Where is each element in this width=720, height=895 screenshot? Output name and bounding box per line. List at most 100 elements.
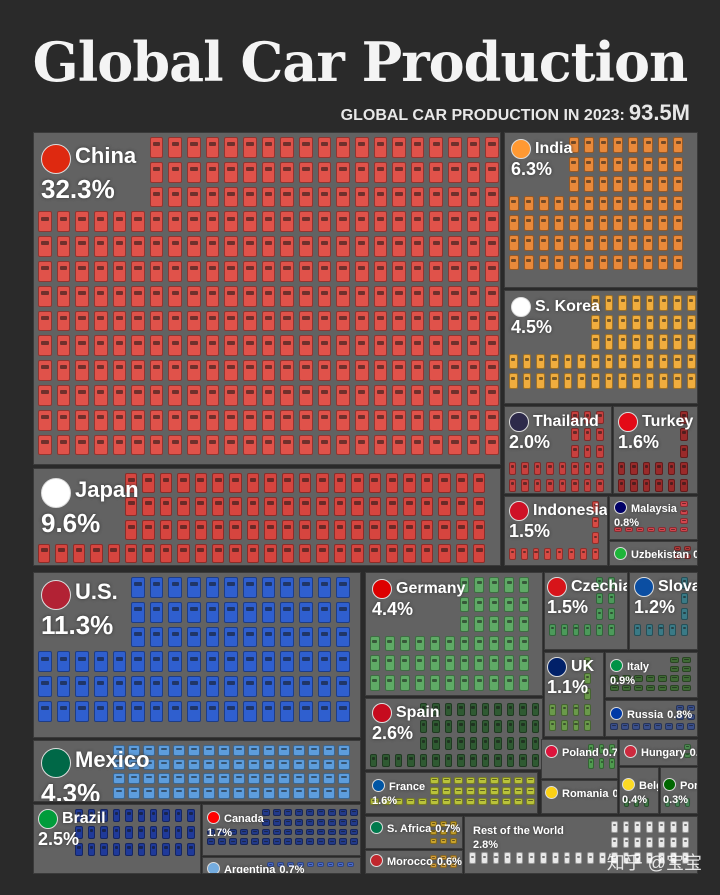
car-icon <box>642 479 651 492</box>
car-icon <box>598 195 609 212</box>
car-icon <box>466 797 475 806</box>
car-icon <box>370 675 380 691</box>
car-icon <box>485 335 499 357</box>
car-icon <box>281 496 294 516</box>
car-icon <box>658 836 665 849</box>
treemap-cell-canada: Canada 1.7% <box>202 804 361 856</box>
car-icon <box>563 373 573 389</box>
car-icon <box>450 821 457 827</box>
page-title: Global Car Production <box>32 30 689 94</box>
car-icon <box>584 624 592 636</box>
car-icon <box>658 215 669 231</box>
car-icon <box>38 651 52 673</box>
treemap-cell-china: China 32.3% <box>33 132 501 465</box>
car-icon <box>632 373 641 389</box>
car-icon <box>440 838 447 844</box>
car-icon <box>430 838 437 844</box>
car-icon <box>553 215 564 231</box>
car-icon <box>526 797 535 806</box>
car-icon <box>187 826 195 839</box>
country-name: Poland <box>562 747 599 759</box>
car-icon <box>680 518 688 524</box>
car-icon <box>317 310 332 332</box>
car-icon <box>38 285 52 307</box>
car-icon <box>131 385 145 406</box>
car-icon <box>263 759 275 771</box>
car-icon <box>75 385 89 406</box>
car-icon <box>551 852 559 865</box>
car-icon <box>674 546 681 551</box>
car-icon <box>149 236 164 257</box>
car-icon <box>632 723 640 730</box>
car-icon <box>131 434 145 456</box>
car-icon <box>298 310 313 332</box>
car-icon <box>633 798 639 808</box>
car-icon <box>240 828 248 836</box>
car-icon <box>598 215 609 231</box>
country-name: Japan <box>75 477 139 502</box>
car-icon <box>591 532 599 545</box>
country-share: 2.0% <box>509 432 551 452</box>
car-icon <box>306 828 314 836</box>
car-icon <box>264 520 277 540</box>
cell-label-china: China 32.3% <box>41 143 136 205</box>
car-icon <box>177 473 190 493</box>
car-icon <box>316 543 329 563</box>
car-icon <box>622 684 631 691</box>
car-icon <box>229 496 242 516</box>
car-icon <box>224 676 239 697</box>
car-icon <box>224 701 239 722</box>
car-icon <box>485 236 499 257</box>
car-icon <box>596 462 604 475</box>
car-icon <box>444 655 455 671</box>
car-icon <box>224 409 239 431</box>
car-icon <box>591 334 600 350</box>
car-icon <box>469 852 476 865</box>
car-icon <box>485 434 499 456</box>
car-icon <box>466 137 481 158</box>
car-icon <box>162 843 170 856</box>
car-icon <box>93 434 108 456</box>
car-icon <box>410 385 425 406</box>
car-icon <box>523 195 534 212</box>
car-icon <box>563 852 571 865</box>
car-icon <box>459 616 470 632</box>
country-name: Canada <box>224 813 264 825</box>
car-icon <box>298 701 313 722</box>
car-icon <box>299 496 312 516</box>
car-icon <box>646 836 654 849</box>
car-icon <box>243 285 257 307</box>
car-icon <box>399 675 410 691</box>
car-icon <box>643 215 654 231</box>
car-icon <box>187 409 201 431</box>
car-icon <box>430 855 437 860</box>
car-icon <box>466 310 481 332</box>
car-icon <box>187 137 201 158</box>
car-icon <box>608 592 615 605</box>
treemap-cell-brazil: Brazil 2.5% <box>33 804 201 874</box>
car-icon <box>522 353 532 370</box>
car-icon <box>684 744 691 750</box>
car-icon <box>519 596 530 613</box>
car-icon <box>354 385 369 406</box>
car-icon <box>450 855 457 860</box>
car-icon <box>634 675 643 682</box>
car-icon <box>203 773 215 785</box>
car-icon <box>229 520 242 540</box>
car-icon <box>432 703 440 716</box>
car-icon <box>333 473 347 493</box>
country-share: 1.7% <box>207 827 233 839</box>
car-icon <box>509 353 518 370</box>
car-icon <box>665 723 673 730</box>
car-icon <box>658 526 666 533</box>
car-icon <box>75 285 89 307</box>
car-icon <box>205 385 220 406</box>
car-icon <box>410 360 425 381</box>
flag-icon <box>634 577 654 597</box>
car-icon <box>502 797 511 806</box>
car-icon <box>466 211 481 233</box>
car-icon <box>643 156 654 173</box>
car-icon <box>281 543 294 563</box>
car-icon <box>669 821 677 833</box>
car-icon <box>596 479 604 492</box>
